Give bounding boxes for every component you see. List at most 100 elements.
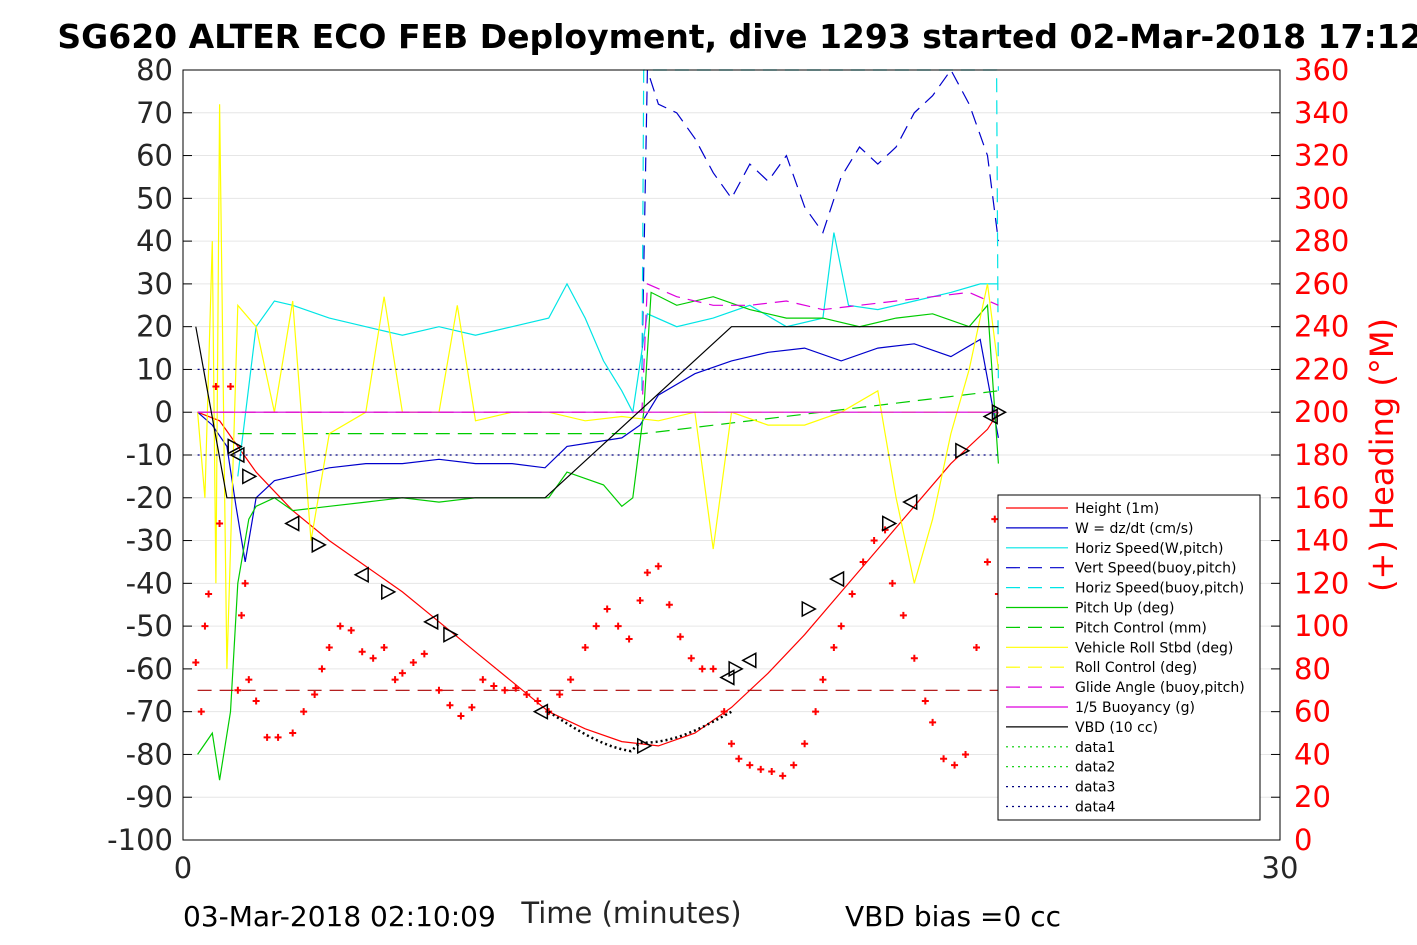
heading-point	[983, 558, 991, 566]
series-vert-speed-buoy-pitch	[641, 68, 999, 370]
series-horiz-speed-w-pitch	[237, 232, 999, 477]
y-tick-label: -40	[126, 566, 173, 600]
heading-point	[380, 644, 388, 651]
y2-tick-label: 160	[1294, 481, 1349, 515]
y-tick-label: 30	[136, 267, 173, 301]
series-glide-angle-buoy-pitch	[197, 282, 999, 413]
legend-label: Vert Speed(buoy,pitch)	[1075, 561, 1237, 577]
profile-marker	[801, 600, 817, 618]
series-layer	[195, 68, 1000, 781]
profile-bottom-dots	[548, 710, 733, 753]
heading-point	[325, 644, 333, 651]
heading-point	[435, 686, 443, 694]
heading-point	[318, 665, 326, 673]
heading-point	[512, 684, 520, 692]
y2-tick-label: 360	[1294, 53, 1349, 87]
heading-point	[300, 708, 308, 716]
y2-tick-label: 200	[1294, 395, 1349, 429]
heading-point	[523, 691, 531, 699]
heading-point	[238, 611, 246, 619]
profile-marker	[636, 737, 653, 755]
heading-point	[709, 665, 717, 673]
y-tick-label: 40	[136, 224, 173, 258]
heading-point	[888, 579, 896, 587]
heading-point	[837, 622, 845, 630]
heading-point	[216, 519, 224, 527]
legend-label: Horiz Speed(buoy,pitch)	[1075, 581, 1244, 597]
heading-point	[830, 644, 838, 651]
heading-point	[757, 765, 765, 773]
y-tick-label: -90	[126, 780, 173, 814]
y-tick-label: 0	[155, 395, 173, 429]
heading-point	[252, 697, 260, 705]
y-tick-label: 80	[136, 53, 173, 87]
heading-point	[490, 682, 498, 690]
profile-marker	[353, 566, 369, 584]
heading-point	[567, 676, 575, 684]
heading-point	[227, 383, 235, 391]
heading-point	[234, 686, 242, 694]
heading-point	[972, 644, 980, 651]
heading-point	[241, 579, 249, 587]
y-tick-label: 70	[136, 96, 173, 130]
y-tick-label: -70	[126, 695, 173, 729]
y2-tick-label: 80	[1294, 652, 1331, 686]
heading-point	[501, 686, 509, 694]
legend-label: Horiz Speed(W,pitch)	[1075, 541, 1223, 557]
heading-point	[991, 515, 999, 523]
heading-point	[545, 708, 553, 716]
legend-label: Pitch Control (mm)	[1075, 620, 1207, 636]
profile-marker	[311, 536, 327, 554]
heading-point	[746, 761, 754, 769]
heading-point	[735, 755, 743, 763]
heading-point	[870, 537, 878, 545]
heading-point	[369, 654, 377, 662]
profile-marker	[443, 626, 459, 643]
y2-tick-label: 20	[1294, 780, 1331, 814]
heading-point	[801, 740, 809, 748]
heading-point	[665, 601, 673, 609]
heading-point	[263, 733, 271, 741]
x-tick-label: 0	[174, 851, 192, 885]
heading-point	[676, 633, 684, 641]
y2-tick-label: 100	[1294, 609, 1349, 643]
legend-label: 1/5 Buoyancy (g)	[1075, 700, 1195, 716]
heading-point	[479, 676, 487, 684]
profile-marker	[423, 613, 439, 631]
y-tick-label: -60	[126, 652, 173, 686]
heading-point	[910, 654, 918, 662]
heading-point	[848, 590, 856, 598]
profile-marker	[284, 515, 300, 532]
y-tick-label: 10	[136, 352, 173, 386]
heading-point	[636, 596, 644, 604]
profile-marker	[242, 468, 258, 485]
profile-marker	[741, 652, 757, 669]
legend-label: Roll Control (deg)	[1075, 660, 1197, 676]
heading-point	[274, 733, 282, 741]
heading-point	[347, 626, 355, 634]
axes-box	[182, 69, 1281, 841]
profile-marker	[381, 583, 397, 601]
heading-point	[921, 697, 929, 705]
series-height-1m	[197, 411, 999, 747]
y2-tick-label: 340	[1294, 96, 1349, 130]
heading-point	[311, 691, 319, 699]
heading-point	[205, 590, 213, 598]
y2-tick-label: 280	[1294, 224, 1349, 258]
profile-marker	[902, 493, 918, 511]
heading-point	[698, 665, 706, 673]
legend-label: Vehicle Roll Stbd (deg)	[1075, 640, 1233, 656]
heading-point	[720, 708, 728, 716]
profile-marker	[532, 703, 549, 720]
heading-point	[556, 691, 564, 699]
heading-point	[192, 658, 200, 666]
y2-tick-label: 40	[1294, 737, 1331, 771]
heading-point	[643, 569, 651, 577]
series-vehicle-roll-stbd-deg	[197, 104, 999, 669]
y2-tick-label: 140	[1294, 524, 1349, 558]
profile-marker	[229, 446, 245, 464]
heading-point	[534, 697, 542, 705]
legend-label: data3	[1075, 780, 1115, 796]
